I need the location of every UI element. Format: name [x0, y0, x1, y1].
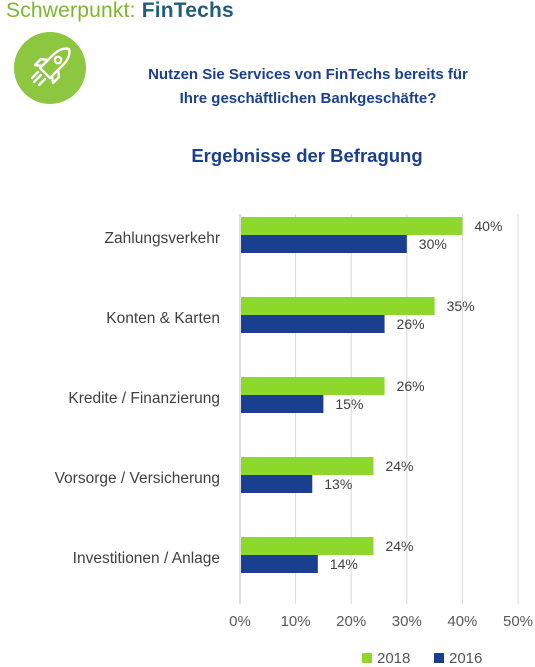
category-label: Investitionen / Anlage	[73, 550, 220, 567]
chart-title: Ergebnisse der Befragung	[191, 145, 423, 166]
bar-2016	[241, 555, 318, 573]
bar-2018	[241, 297, 435, 315]
survey-question-line-2: Ihre geschäftlichen Bankgeschäfte?	[179, 90, 437, 107]
survey-question-line-1: Nutzen Sie Services von FinTechs bereits…	[148, 66, 468, 83]
x-tick-label: 10%	[281, 613, 311, 630]
x-tick-label: 30%	[392, 613, 422, 630]
page-title: Schwerpunkt: FinTechs	[6, 0, 234, 23]
data-label-2016: 14%	[330, 556, 358, 572]
rocket-badge	[14, 32, 86, 104]
category-label: Konten & Karten	[106, 310, 220, 327]
bar-2016	[241, 315, 385, 333]
page-title-word-1: Schwerpunkt:	[6, 0, 136, 22]
data-label-2016: 26%	[397, 316, 425, 332]
category-label: Vorsorge / Versicherung	[55, 470, 220, 487]
bar-2018	[241, 377, 385, 395]
page-title-word-2: FinTechs	[141, 0, 234, 22]
category-label: Zahlungsverkehr	[105, 230, 220, 247]
survey-question: Nutzen Sie Services von FinTechs bereits…	[92, 63, 524, 111]
x-tick-label: 0%	[229, 613, 251, 630]
data-label-2016: 30%	[419, 236, 447, 252]
category-label: Kredite / Finanzierung	[68, 390, 220, 407]
data-label-2018: 24%	[385, 538, 413, 554]
bar-2018	[241, 217, 463, 235]
bar-2016	[241, 475, 313, 493]
data-label-2016: 15%	[335, 396, 363, 412]
x-tick-label: 20%	[336, 613, 366, 630]
rocket-icon	[30, 47, 71, 87]
data-label-2018: 35%	[447, 298, 475, 314]
data-label-2018: 24%	[385, 458, 413, 474]
data-label-2018: 26%	[397, 378, 425, 394]
bar-2018	[241, 537, 374, 555]
bar-2016	[241, 235, 407, 253]
data-label-2018: 40%	[474, 218, 502, 234]
data-label-2016: 13%	[324, 476, 352, 492]
bar-2018	[241, 457, 374, 475]
bar-2016	[241, 395, 324, 413]
x-tick-label: 40%	[447, 613, 477, 630]
x-tick-label: 50%	[503, 613, 533, 630]
